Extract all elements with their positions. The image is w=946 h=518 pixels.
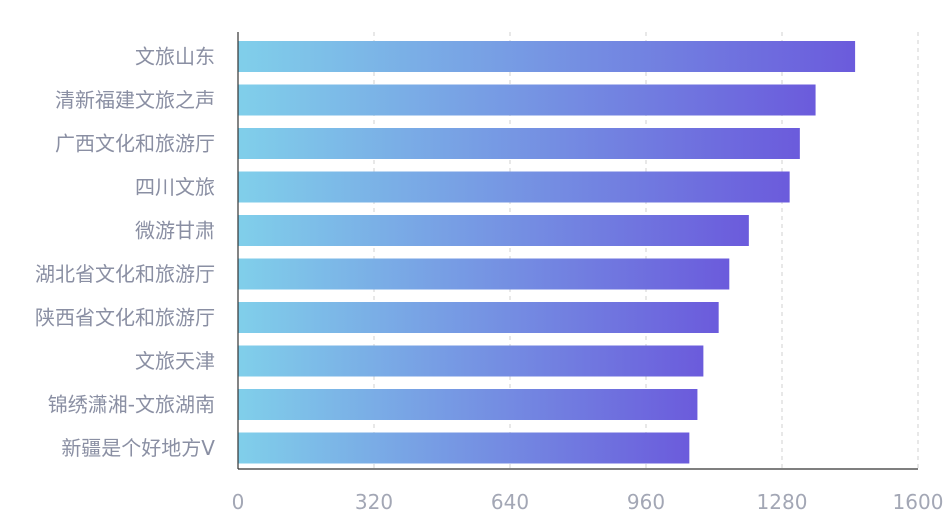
bar[interactable]: [238, 432, 690, 464]
category-label: 广西文化和旅游厅: [55, 132, 215, 156]
bars: [238, 41, 856, 464]
bar[interactable]: [238, 345, 704, 377]
category-label: 微游甘肃: [135, 219, 215, 243]
x-tick-label: 0: [232, 490, 245, 514]
bar[interactable]: [238, 302, 719, 333]
bar[interactable]: [238, 258, 730, 290]
x-tick-label: 640: [491, 490, 529, 514]
bar[interactable]: [238, 171, 790, 203]
category-label: 文旅山东: [135, 45, 215, 69]
category-label: 清新福建文旅之声: [55, 88, 215, 112]
x-tick-label: 1280: [757, 490, 808, 514]
bar[interactable]: [238, 215, 749, 246]
category-label: 四川文旅: [135, 175, 215, 199]
x-tick-label: 1600: [893, 490, 944, 514]
x-tick-label: 960: [627, 490, 665, 514]
x-axis-tick-labels: 0 320 640 960 1280 1600: [232, 490, 944, 514]
category-labels: 文旅山东清新福建文旅之声广西文化和旅游厅四川文旅微游甘肃湖北省文化和旅游厅陕西省…: [35, 45, 215, 461]
category-label: 湖北省文化和旅游厅: [35, 262, 215, 286]
category-label: 锦绣潇湘-文旅湖南: [48, 393, 215, 417]
category-label: 文旅天津: [135, 349, 215, 373]
bar[interactable]: [238, 389, 698, 420]
x-tick-label: 320: [355, 490, 393, 514]
category-label: 陕西省文化和旅游厅: [35, 306, 215, 330]
category-label: 新疆是个好地方V: [61, 436, 215, 460]
bar[interactable]: [238, 84, 816, 116]
bar[interactable]: [238, 128, 800, 159]
bar[interactable]: [238, 41, 856, 72]
